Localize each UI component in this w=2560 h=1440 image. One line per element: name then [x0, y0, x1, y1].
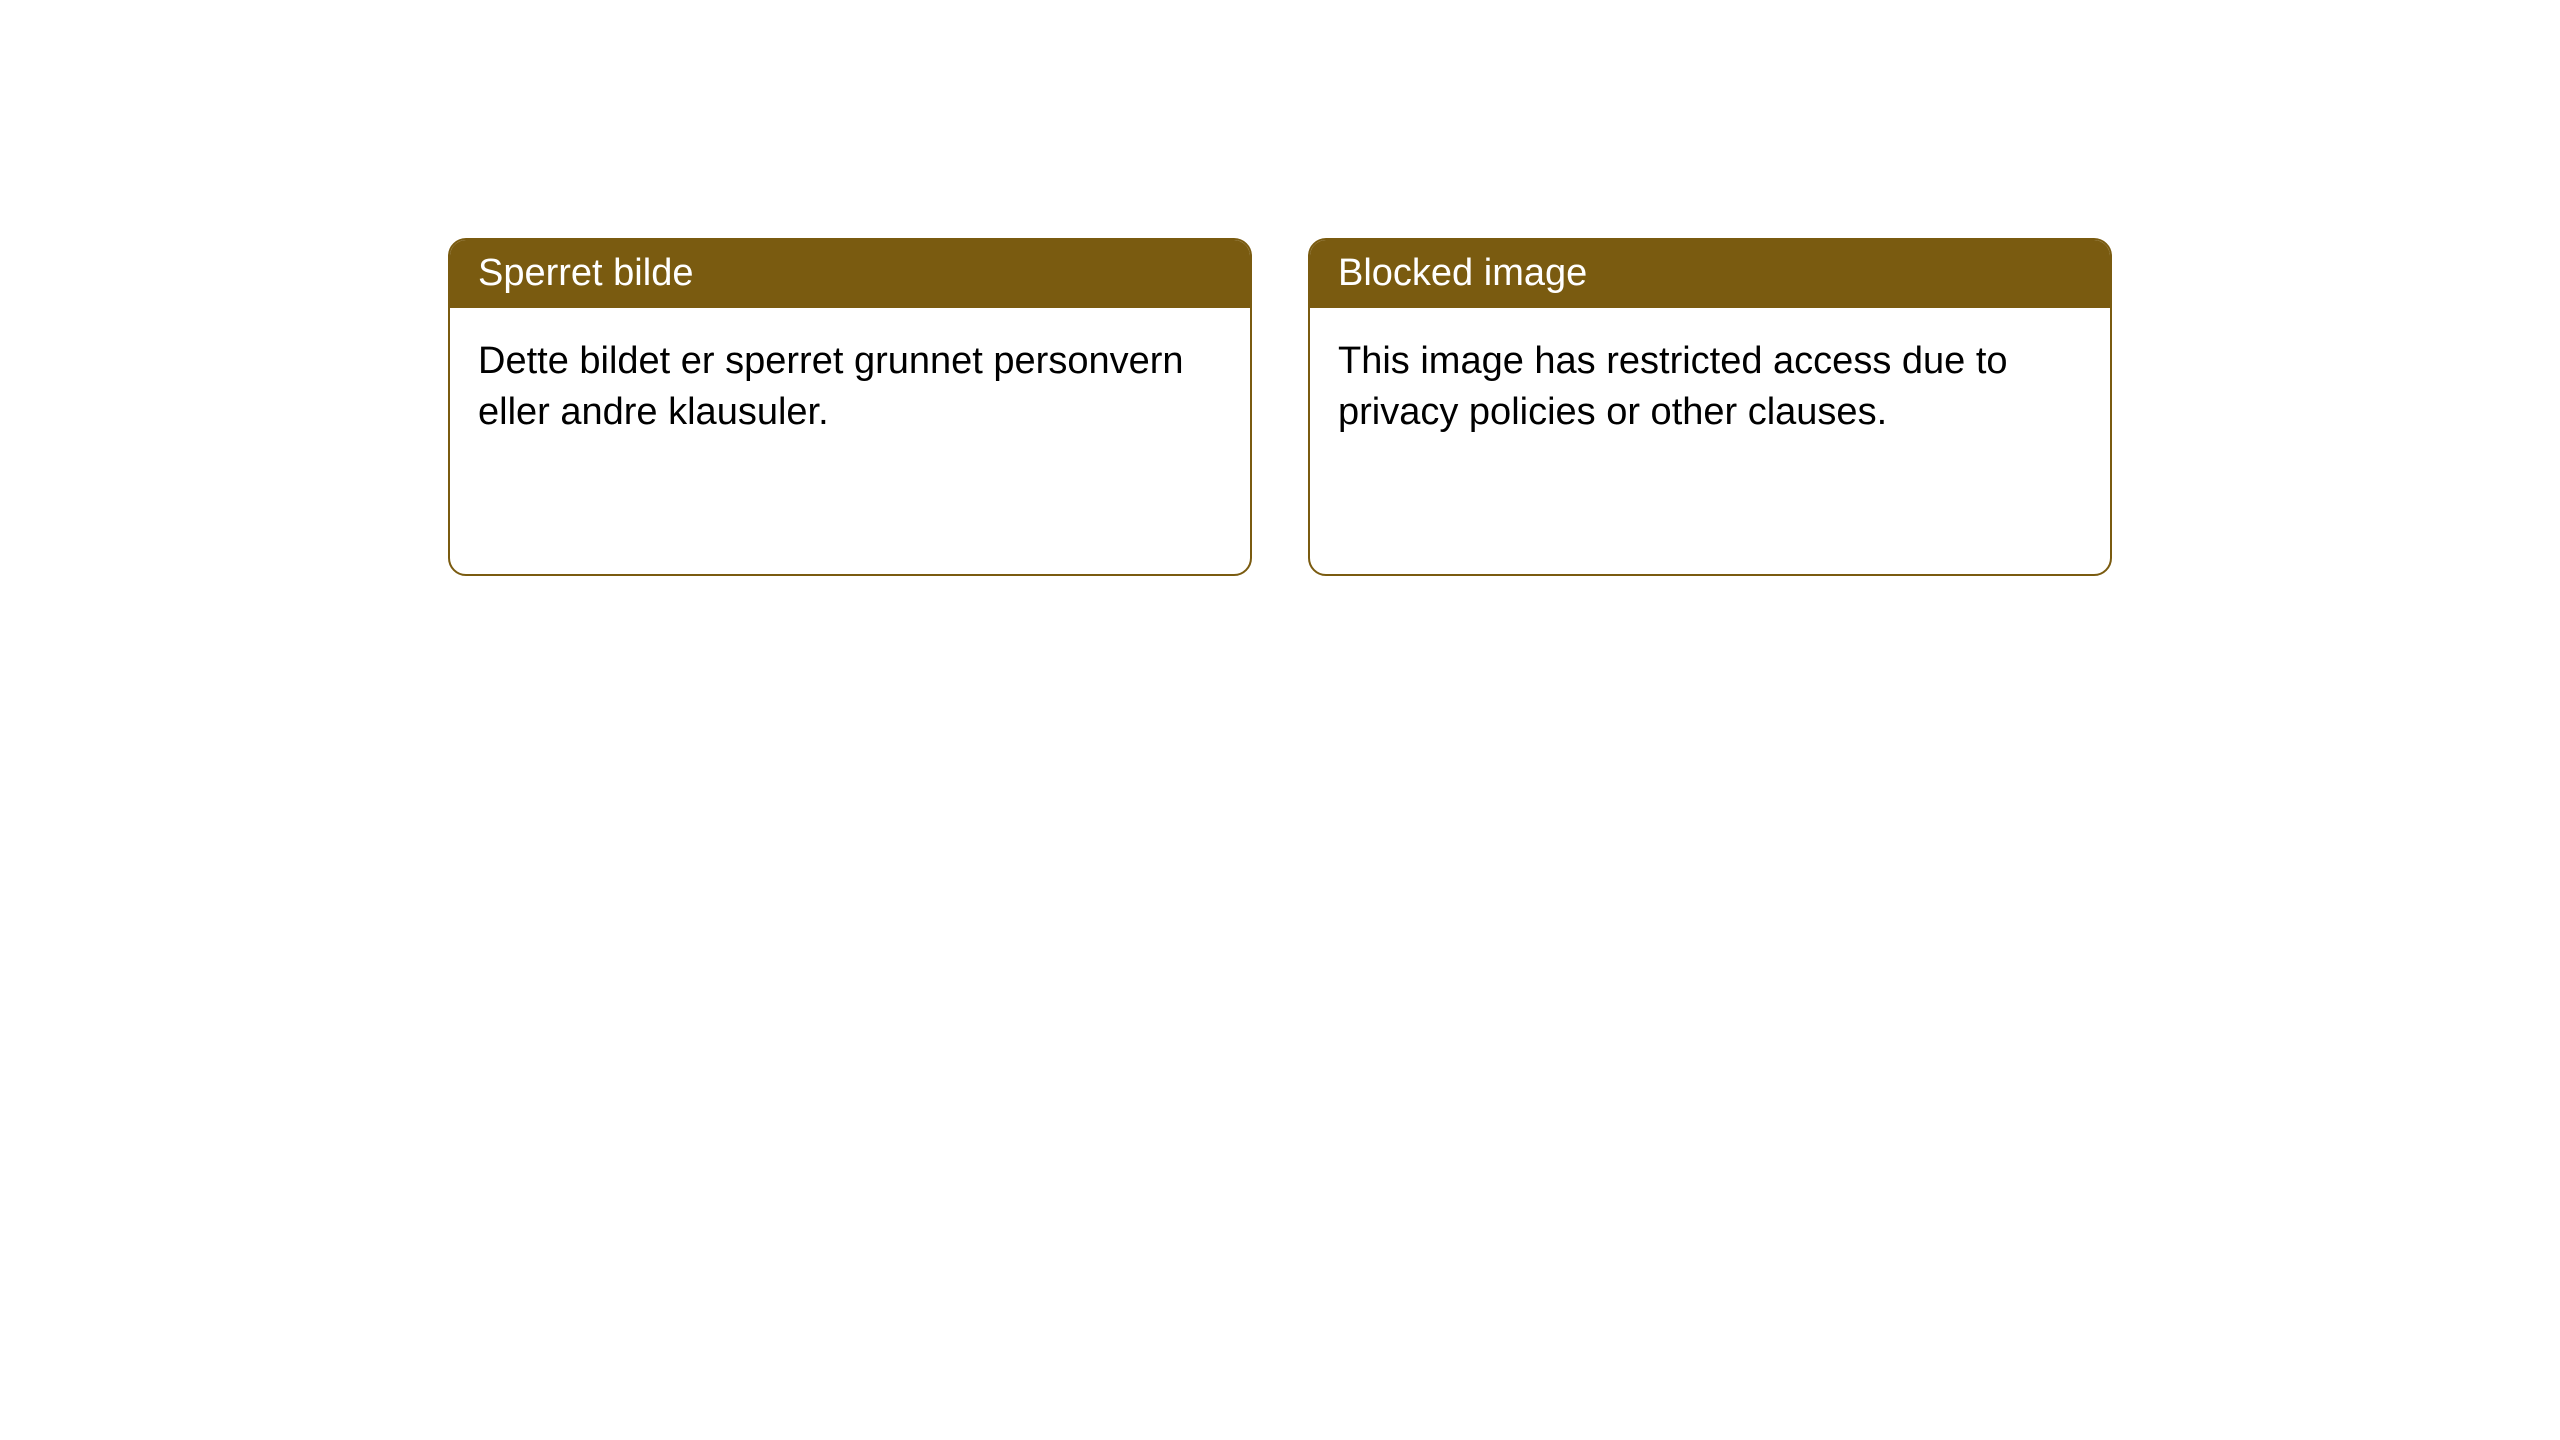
blocked-image-card-no: Sperret bilde Dette bildet er sperret gr… — [448, 238, 1252, 576]
notice-cards-row: Sperret bilde Dette bildet er sperret gr… — [448, 238, 2112, 576]
card-title-no: Sperret bilde — [450, 240, 1250, 308]
card-title-en: Blocked image — [1310, 240, 2110, 308]
card-body-no: Dette bildet er sperret grunnet personve… — [450, 308, 1250, 467]
blocked-image-card-en: Blocked image This image has restricted … — [1308, 238, 2112, 576]
card-body-en: This image has restricted access due to … — [1310, 308, 2110, 467]
